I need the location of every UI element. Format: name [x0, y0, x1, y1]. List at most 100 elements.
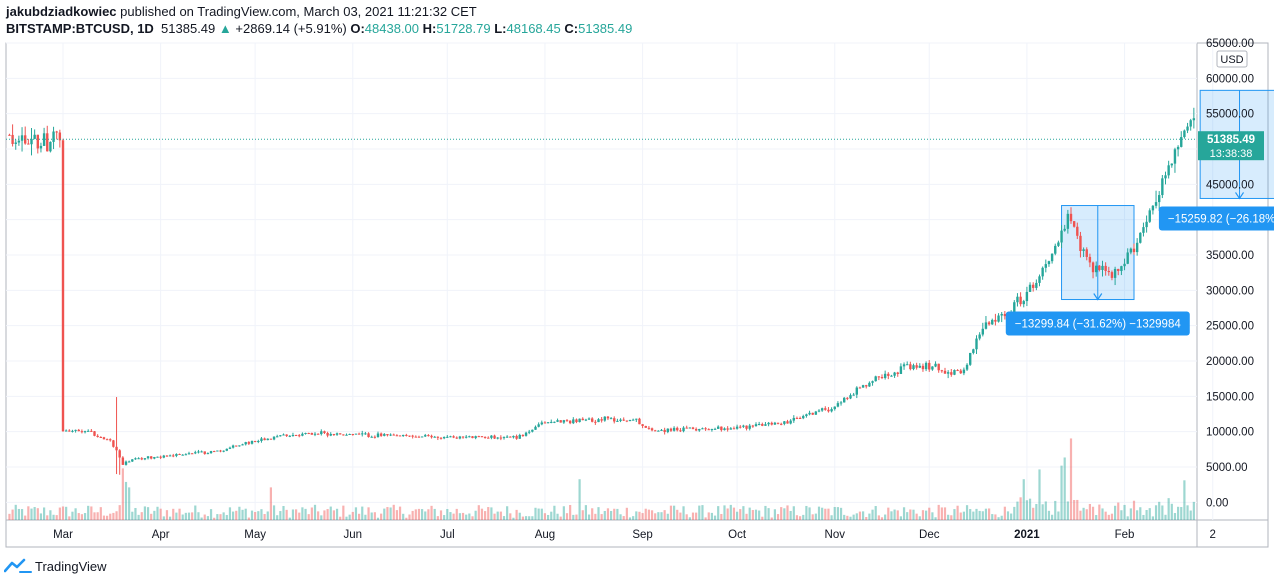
volume-bar — [1186, 505, 1189, 520]
volume-bar — [389, 507, 392, 520]
candle-body — [1126, 252, 1129, 264]
volume-bar — [959, 512, 962, 520]
candle-body — [764, 424, 767, 426]
candle-body — [389, 434, 392, 436]
volume-bar — [874, 506, 877, 520]
candle-body — [635, 418, 638, 420]
volume-bar — [386, 507, 389, 520]
candle-body — [430, 435, 433, 438]
volume-bar — [52, 514, 55, 520]
candle-body — [279, 435, 282, 437]
candle-body — [757, 424, 761, 426]
candle-body — [650, 428, 654, 431]
volume-bar — [1129, 508, 1132, 520]
volume-bar — [14, 504, 17, 520]
candle-body — [257, 440, 260, 442]
high-value: 51728.79 — [436, 21, 491, 36]
volume-bar — [950, 515, 953, 520]
volume-bar — [921, 510, 925, 520]
candle-body — [531, 429, 534, 432]
volume-bar — [468, 513, 471, 520]
volume-bar — [736, 511, 739, 520]
candle-body — [307, 432, 310, 434]
time-axis[interactable]: MarAprMayJunJulAugSepOctNovDec2021Feb2Ap… — [53, 529, 1274, 541]
volume-bar — [751, 510, 754, 520]
candle-body — [921, 365, 925, 370]
volume-bar — [502, 516, 506, 520]
volume-bar — [808, 507, 811, 520]
candle-body — [909, 364, 912, 370]
volume-bar — [370, 512, 373, 520]
volume-bar — [313, 504, 317, 520]
candle-body — [68, 430, 71, 432]
candle-body — [805, 414, 808, 417]
candle-body — [480, 436, 484, 438]
volume-bar — [1060, 465, 1063, 520]
footer-brand[interactable]: TradingView — [4, 558, 107, 574]
candle-body — [231, 445, 235, 448]
candle-body — [159, 456, 162, 458]
candle-body — [323, 431, 326, 434]
time-tick-label: Feb — [1115, 529, 1135, 541]
candle-body — [1161, 178, 1164, 196]
volume-bar — [80, 514, 83, 520]
volume-bar — [858, 511, 862, 520]
symbol-label[interactable]: BITSTAMP:BTCUSD, 1D — [6, 21, 154, 36]
candle-body — [216, 450, 219, 452]
volume-bar — [96, 512, 99, 520]
volume-bar — [1114, 505, 1117, 520]
volume-bar — [1192, 501, 1195, 520]
author-name[interactable]: jakubdziadkowiec — [6, 4, 117, 19]
candle-body — [726, 428, 729, 430]
candle-body — [458, 436, 462, 439]
volume-bar — [219, 514, 222, 520]
candle-body — [783, 421, 786, 424]
candle-body — [685, 427, 688, 429]
volume-bar — [276, 515, 279, 520]
volume-bar — [301, 507, 304, 520]
volume-bar — [663, 510, 666, 520]
candle-body — [27, 143, 30, 145]
candle-body — [298, 435, 301, 437]
volume-bar — [106, 515, 109, 520]
candle-body — [597, 419, 600, 423]
volume-bar — [795, 515, 799, 520]
candle-body — [1148, 210, 1151, 222]
candle-body — [121, 457, 125, 465]
volume-bar — [638, 511, 641, 520]
volume-bar — [669, 505, 673, 520]
volume-bar — [1000, 515, 1003, 520]
candle-body — [474, 436, 477, 439]
currency-badge[interactable]: USD — [1216, 50, 1248, 68]
candle-body — [814, 411, 818, 415]
volume-bar — [1079, 510, 1082, 520]
candle-body — [493, 435, 496, 439]
candle-body — [802, 416, 805, 419]
time-tick-label: Oct — [728, 529, 747, 541]
candle-body — [581, 418, 584, 421]
volume-bar — [698, 505, 701, 520]
volume-bar — [654, 513, 657, 520]
volume-bar — [943, 507, 947, 520]
volume-bar — [622, 516, 625, 520]
candle-body — [852, 394, 855, 396]
volume-bar — [884, 514, 887, 520]
candle-body — [742, 425, 745, 427]
candle-body — [811, 412, 814, 415]
candle-body — [969, 352, 972, 365]
volume-bar — [1016, 501, 1019, 520]
tradingview-logo-icon — [4, 558, 32, 573]
price-tick-label: 10000.00 — [1206, 427, 1254, 439]
volume-bar — [329, 506, 332, 520]
volume-bar — [175, 512, 178, 520]
volume-bar — [871, 509, 874, 520]
volume-bar — [1120, 510, 1123, 520]
volume-bar — [934, 517, 937, 520]
volume-bar — [178, 508, 181, 520]
candle-body — [883, 373, 887, 378]
candle-body — [773, 422, 777, 425]
price-chart[interactable]: 65000.0060000.0055000.0050000.0045000.00… — [0, 0, 1274, 560]
measure-labels: −13299.84 (−31.62%) −1329984 −15259.82 (−… — [1005, 206, 1274, 336]
candle-body — [184, 454, 188, 456]
volume-bar — [994, 514, 997, 520]
